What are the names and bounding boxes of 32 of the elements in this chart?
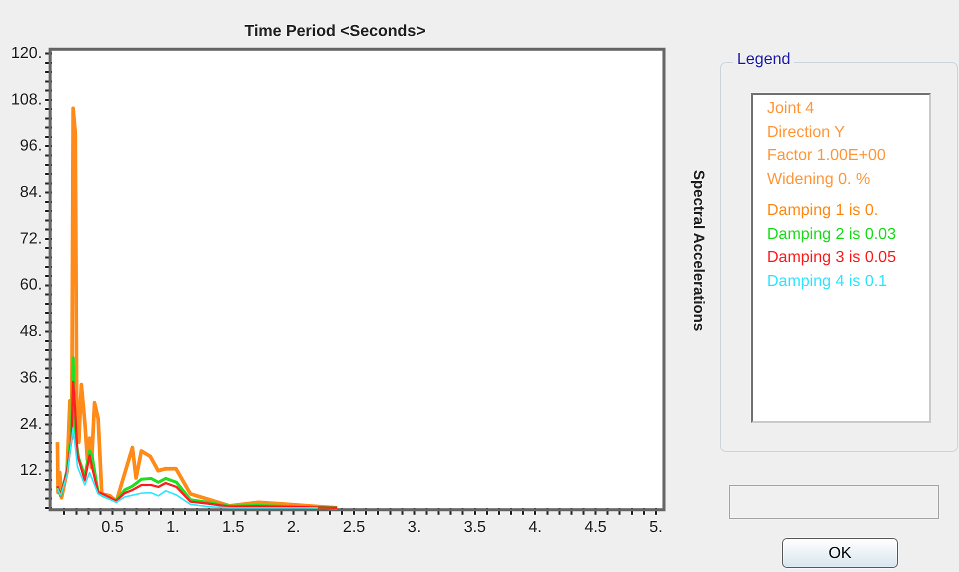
x-tick-label: 1. [166, 518, 180, 536]
x-tick-label: 0.5 [101, 518, 124, 536]
y-tick-label: 108. [11, 91, 42, 108]
y-axis-title: Spectral Accelerations [690, 170, 707, 332]
x-tick-label: 5. [649, 518, 663, 536]
y-tick-label: 120. [11, 44, 42, 62]
x-tick-label: 1.5 [222, 518, 245, 536]
text: Joint 4 [767, 99, 816, 119]
x-tick-label: 4.5 [584, 518, 607, 536]
x-tick-label: 2.5 [342, 518, 366, 536]
text: Widening 0. % [767, 170, 872, 190]
x-tick-label: 4. [528, 518, 542, 536]
text: Factor 1.00E+00 [767, 146, 887, 166]
x-tick-label: 2. [286, 518, 300, 536]
legend-title: Legend [733, 51, 794, 69]
y-tick-label: 24. [20, 416, 42, 433]
y-tick-label: 84. [20, 184, 42, 201]
x-tick-label: 3. [408, 518, 422, 536]
text: Damping 4 is 0.1 [767, 272, 888, 292]
y-tick-label: 48. [20, 323, 42, 340]
text: Damping 3 is 0.05 [767, 248, 897, 268]
ok-button: OK [782, 538, 898, 568]
y-tick-label: 96. [20, 138, 42, 155]
text: Direction Y [767, 122, 846, 142]
y-tick-label: 36. [20, 369, 42, 386]
y-tick-label: 60. [20, 276, 42, 294]
y-tick-label: 72. [20, 230, 42, 248]
y-tick-label: 12. [20, 462, 42, 480]
x-tick-label: 3.5 [464, 518, 486, 536]
text: Damping 2 is 0.03 [767, 224, 897, 244]
chart-title: Time Period <Seconds> [244, 23, 426, 40]
text: Damping 1 is 0. [767, 201, 880, 221]
